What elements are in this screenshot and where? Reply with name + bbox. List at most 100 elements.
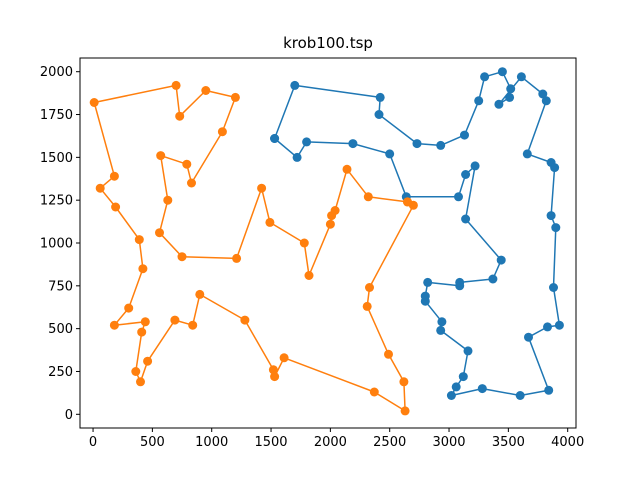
series-1-city-point	[470, 161, 480, 171]
series-2-city-point	[240, 315, 250, 325]
series-1-city-point	[546, 211, 556, 221]
series-1-city-point	[494, 99, 504, 109]
series-2-city-point	[195, 289, 205, 299]
series-1-city-point	[480, 72, 490, 82]
series-2	[89, 80, 418, 416]
series-2-city-point	[268, 365, 278, 375]
series-2-city-point	[362, 301, 372, 311]
y-tick-label: 500	[48, 322, 73, 337]
x-tick-label: 2500	[373, 435, 406, 450]
series-1-city-point	[516, 72, 526, 82]
series-1-city-point	[524, 332, 533, 342]
series-1-city-point	[538, 89, 548, 99]
y-tick-label: 750	[48, 279, 73, 294]
series-1-city-point	[420, 291, 430, 301]
series-2-city-point	[163, 195, 173, 205]
series-2-city-point	[400, 406, 410, 416]
series-2-city-point	[265, 217, 275, 227]
series-1-city-point	[446, 391, 456, 400]
series-1-city-point	[551, 223, 561, 233]
series-1-city-point	[423, 277, 433, 287]
chart-title: krob100.tsp	[283, 34, 373, 52]
series-2-city-point	[330, 206, 340, 215]
y-tick-label: 2000	[40, 65, 73, 80]
series-1-city-point	[541, 96, 551, 106]
series-2-city-point	[109, 320, 119, 330]
series-2-city-point	[136, 377, 145, 387]
y-tick-label: 0	[65, 408, 73, 423]
series-1-city-point	[477, 384, 487, 394]
series-2-city-point	[131, 367, 141, 376]
series-1-city-point	[292, 152, 302, 162]
x-tick-label: 2000	[314, 435, 347, 450]
series-2-city-point	[279, 353, 289, 363]
series-2-city-point	[188, 320, 198, 330]
series-1-city-point	[460, 130, 469, 140]
series-1-city-point	[506, 84, 516, 94]
series-2-city-point	[95, 183, 105, 193]
series-1-city-point	[497, 67, 507, 77]
series-2-city-point	[155, 228, 164, 238]
series-1-city-point	[515, 391, 525, 400]
series-1-city-point	[550, 163, 560, 173]
series-1-city-point	[436, 140, 446, 150]
series-1-city-point	[458, 372, 468, 382]
series-2-city-point	[369, 387, 379, 397]
y-tick-label: 1000	[40, 237, 73, 252]
series-2-city-point	[384, 349, 393, 359]
series-2-city-point	[187, 178, 196, 188]
series-1-city-point	[374, 110, 384, 119]
series-2-city-point	[134, 235, 144, 245]
series-2-city-point	[156, 151, 166, 161]
series-1-city-point	[505, 92, 515, 102]
series-2-city-point	[257, 183, 267, 193]
series-2-city-point	[124, 303, 134, 313]
series-2-city-point	[182, 159, 192, 169]
series-2-city-point	[299, 238, 309, 248]
series-2-city-point	[109, 171, 119, 181]
series-2-city-point	[217, 127, 227, 137]
series-1-city-point	[385, 149, 395, 159]
x-tick-label: 4000	[551, 435, 584, 450]
series-2-city-point	[304, 271, 314, 280]
series-2-city-point	[143, 356, 153, 366]
x-tick-label: 3500	[492, 435, 525, 450]
series-2-city-point	[201, 86, 211, 95]
y-tick-label: 1750	[40, 108, 73, 123]
x-tick-label: 0	[89, 435, 97, 450]
series-2-city-point	[175, 111, 185, 121]
series-2-city-point	[232, 253, 242, 263]
series-1-city-point	[348, 139, 358, 149]
series-1-city-point	[437, 317, 447, 327]
series-layer	[89, 67, 564, 416]
series-2-city-point	[138, 264, 148, 274]
y-tick-label: 1250	[40, 194, 73, 209]
y-tick-label: 1500	[40, 151, 73, 166]
series-2-city-point	[363, 192, 373, 202]
series-1-city-point	[454, 192, 463, 202]
series-2-city-point	[171, 80, 181, 90]
y-axis: 0 250 500 750 1000 1250 1500 1750 2000	[40, 65, 80, 423]
series-2-city-point	[270, 372, 280, 382]
series-1-city-point	[463, 346, 473, 356]
x-tick-label: 1500	[254, 435, 287, 450]
x-axis: 0 500 1000 1500 2000 2500 3000 3500 4000	[89, 428, 584, 450]
series-2-city-point	[177, 252, 187, 262]
series-1-city-point	[544, 385, 554, 395]
x-tick-label: 3000	[432, 435, 465, 450]
series-2-city-point	[403, 197, 412, 207]
series-1-city-point	[436, 325, 446, 335]
series-2-city-point	[170, 315, 180, 325]
series-2-city-point	[365, 283, 374, 292]
series-2-city-point	[342, 164, 352, 174]
series-2-city-point	[140, 317, 150, 327]
series-1-city-point	[549, 283, 558, 292]
series-1-city-point	[412, 139, 422, 149]
series-2-city-point	[137, 327, 147, 337]
series-1-city-point	[474, 96, 484, 106]
y-tick-label: 250	[48, 365, 73, 380]
series-1-city-point	[455, 277, 465, 287]
series-1-city-point	[302, 137, 312, 147]
